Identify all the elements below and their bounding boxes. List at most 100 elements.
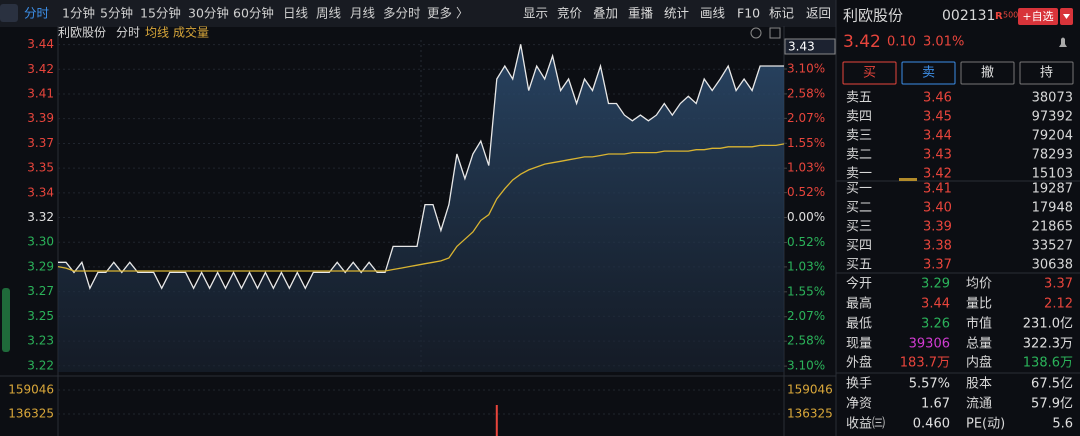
toolbar-tab[interactable]: 更多 〉 <box>427 6 468 21</box>
toolbar-tab[interactable]: 分时 <box>24 6 50 21</box>
y-tick-label: 3.35 <box>27 161 54 175</box>
toolbar-tab[interactable]: 多分时 <box>383 6 421 21</box>
last-price-label: 3.43 <box>788 40 815 54</box>
book-label: 卖四 <box>846 110 872 125</box>
book-label: 卖五 <box>846 91 872 106</box>
trade-button[interactable]: 卖 <box>922 66 935 81</box>
y-tick-label: 3.32 <box>27 210 54 224</box>
toolbar-tab[interactable]: 5分钟 <box>100 6 133 21</box>
book-volume: 19287 <box>1032 182 1073 197</box>
close-icon[interactable] <box>769 27 781 39</box>
dropdown-arrow <box>1063 14 1070 19</box>
y2-tick-label: 2.58% <box>787 334 825 348</box>
toolbar-button[interactable]: 重播 <box>628 6 654 21</box>
add-button-bg[interactable] <box>1018 8 1058 25</box>
book-volume: 78293 <box>1032 148 1073 163</box>
y2-tick-label: 2.07% <box>787 309 825 323</box>
book-volume: 30638 <box>1032 258 1073 273</box>
badge: R <box>995 11 1003 22</box>
book-label: 卖一 <box>846 167 872 182</box>
trade-button[interactable]: 买 <box>863 66 876 81</box>
price-line <box>58 44 784 291</box>
book-label: 卖二 <box>846 148 872 163</box>
y-tick-label: 3.42 <box>27 62 54 76</box>
toolbar-tab[interactable]: 月线 <box>350 6 376 21</box>
trade-button-bg[interactable] <box>960 61 1015 85</box>
toolbar-button[interactable]: 竞价 <box>557 6 583 21</box>
y-tick-label: 3.30 <box>27 235 54 249</box>
toolbar-button[interactable]: 显示 <box>523 6 548 21</box>
y-tick-label: 3.23 <box>27 334 54 348</box>
legend-entry[interactable]: 分时 <box>116 26 140 40</box>
add-button[interactable]: +自选 <box>1022 10 1053 23</box>
book-volume: 79204 <box>1032 129 1073 144</box>
trade-button[interactable]: 撤 <box>981 65 994 81</box>
y2-tick-label: 3.10% <box>787 359 825 373</box>
average-line <box>57 143 785 272</box>
y-tick-label: 3.37 <box>27 136 54 150</box>
stat-label: 最高 <box>846 296 872 312</box>
price-change: 0.10 <box>887 35 916 50</box>
book-volume: 33527 <box>1032 239 1073 254</box>
y2-tick-label: 0.52% <box>787 235 825 249</box>
toolbar-button[interactable]: 返回 <box>806 6 831 21</box>
legend-entry[interactable]: 均线 <box>145 26 169 40</box>
toolbar-button[interactable]: 叠加 <box>593 6 618 21</box>
stat-label: 股本 <box>966 377 992 392</box>
book-label: 买五 <box>846 258 872 273</box>
stat-value: 3.26 <box>921 317 950 332</box>
toolbar-button[interactable]: 标记 <box>769 6 795 21</box>
stat-value: 138.6万 <box>1023 356 1073 371</box>
y-tick-label: 3.29 <box>27 259 54 273</box>
y2-tick-label: 1.03% <box>787 161 825 175</box>
y-tick-label: 3.27 <box>27 284 54 298</box>
toolbar-icon[interactable] <box>0 4 18 22</box>
trade-button-bg[interactable] <box>1019 61 1074 85</box>
trade-button-bg[interactable] <box>842 61 897 85</box>
book-price: 3.42 <box>923 167 952 182</box>
stat-label: 市值 <box>966 316 992 332</box>
y2-tick-label: 3.10% <box>787 61 825 75</box>
stat-value: 0.460 <box>913 417 950 432</box>
toolbar-button[interactable]: 画线 <box>700 6 726 21</box>
stat-label: 今开 <box>846 276 872 292</box>
stat-value: 2.12 <box>1044 297 1073 312</box>
toolbar-tab[interactable]: 日线 <box>283 6 309 21</box>
stat-value: 322.3万 <box>1023 337 1073 352</box>
stat-value: 67.5亿 <box>1031 377 1073 392</box>
volume-title[interactable]: 成交量 <box>173 25 209 40</box>
toolbar-tab[interactable]: 1分钟 <box>62 6 95 21</box>
settings-icon[interactable] <box>750 27 762 39</box>
trade-button-bg[interactable] <box>901 61 956 85</box>
alert-icon[interactable] <box>1059 37 1067 48</box>
book-price: 3.45 <box>923 110 952 125</box>
toolbar-tab[interactable]: 15分钟 <box>140 6 181 21</box>
book-marker <box>899 178 917 181</box>
toolbar-button[interactable]: 统计 <box>664 6 689 21</box>
stat-label: PE(动) <box>966 417 1005 432</box>
book-price: 3.46 <box>923 91 952 106</box>
toolbar-tab[interactable]: 60分钟 <box>233 6 274 21</box>
scroll-handle[interactable] <box>2 288 10 352</box>
y2-tick-label: 2.58% <box>787 86 825 100</box>
book-volume: 21865 <box>1032 220 1073 235</box>
price-change-pct: 3.01% <box>923 35 964 50</box>
y-tick-label: 3.34 <box>27 185 54 199</box>
y2-tick-label: 1.55% <box>787 284 825 298</box>
book-volume: 15103 <box>1032 167 1073 182</box>
stat-label: 流通 <box>966 397 992 412</box>
y-tick-label: 3.41 <box>27 86 54 100</box>
stat-label: 均价 <box>966 277 992 292</box>
book-label: 买三 <box>846 220 872 235</box>
stat-value: 231.0亿 <box>1023 317 1073 332</box>
trade-button[interactable]: 持 <box>1040 66 1053 81</box>
last-price: 3.42 <box>843 32 881 52</box>
book-price: 3.41 <box>923 182 952 197</box>
book-price: 3.44 <box>923 129 952 144</box>
toolbar-tab[interactable]: 30分钟 <box>188 6 229 21</box>
toolbar-button[interactable]: F10 <box>737 6 760 21</box>
stat-value: 1.67 <box>921 397 950 412</box>
toolbar-tab[interactable]: 周线 <box>316 6 342 21</box>
volume-bar <box>495 405 498 436</box>
